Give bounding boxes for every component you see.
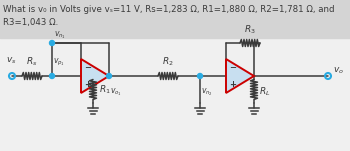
Bar [0, 0, 350, 38]
Text: $R_L$: $R_L$ [259, 85, 271, 98]
Polygon shape [226, 59, 254, 93]
Text: −: − [84, 63, 91, 72]
Circle shape [49, 74, 55, 79]
Text: $v_{n_1}$: $v_{n_1}$ [54, 29, 66, 41]
Text: $v_{o_1}$: $v_{o_1}$ [110, 86, 122, 98]
Text: $R_s$: $R_s$ [26, 56, 38, 68]
Text: $R_3$: $R_3$ [244, 24, 256, 36]
Text: $v_{p_1}$: $v_{p_1}$ [53, 57, 65, 68]
Text: −: − [229, 63, 236, 72]
Text: $v_o$: $v_o$ [333, 66, 344, 76]
Text: $v_s$: $v_s$ [6, 56, 16, 66]
Circle shape [49, 40, 55, 45]
Circle shape [197, 74, 203, 79]
Text: $v_{n_2}$: $v_{n_2}$ [201, 86, 213, 98]
Text: $R_2$: $R_2$ [162, 56, 174, 68]
Text: What is v₀ in Volts give vₛ=11 V, Rs=1,283 Ω, R1=1,880 Ω, R2=1,781 Ω, and: What is v₀ in Volts give vₛ=11 V, Rs=1,2… [3, 5, 335, 14]
Text: +: + [84, 80, 91, 89]
Circle shape [106, 74, 112, 79]
Polygon shape [81, 59, 109, 93]
Text: $R_1$: $R_1$ [99, 83, 111, 96]
Text: +: + [229, 80, 236, 89]
Text: R3=1,043 Ω.: R3=1,043 Ω. [3, 18, 58, 27]
